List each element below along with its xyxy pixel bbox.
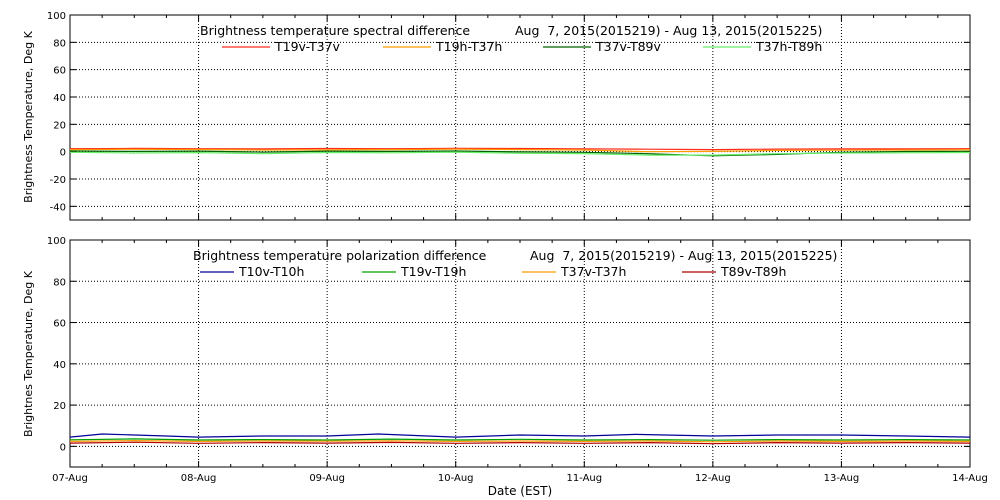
x-tick-label: 12-Aug	[695, 473, 731, 484]
y-tick-label: 40	[53, 360, 66, 371]
plot-frame	[69, 14, 971, 221]
polarization-difference-panel: 0 20 40 60 80 100 Brightness temperature pola…	[22, 236, 988, 498]
series-lines	[69, 433, 971, 445]
y-tick-label: 100	[47, 11, 66, 22]
series-line-t10v-t10h	[69, 433, 971, 438]
legend-label: T89v-T89h	[720, 264, 786, 279]
y-tick-label: 40	[53, 93, 66, 104]
series-line-t19h-t37h	[69, 148, 971, 153]
x-tick-label: 13-Aug	[824, 473, 860, 484]
x-tick-label: 11-Aug	[566, 473, 602, 484]
legend: T19v-T37v T19h-T37h T37v-T89v T37h-T89h	[222, 39, 822, 54]
y-tick-labels: 0 20 40 60 80 100	[47, 236, 66, 453]
legend-label: T19v-T19h	[400, 264, 466, 279]
y-axis-label: Brightnes Temperature, Deg K	[22, 270, 35, 437]
legend-label: T10v-T10h	[238, 264, 304, 279]
y-tick-label: 80	[53, 38, 66, 49]
x-tick-label: 14-Aug	[952, 473, 988, 484]
x-tick-label: 09-Aug	[309, 473, 345, 484]
series-line-t19v-t37v	[69, 147, 971, 151]
y-axis-label: Brightness Temperature, Deg K	[22, 30, 35, 202]
chart-title: Brightness temperature polarization diff…	[193, 248, 487, 263]
x-tick-label: 08-Aug	[181, 473, 217, 484]
plot-frame	[69, 239, 971, 468]
series-lines	[69, 147, 971, 157]
series-line-t37v-t37h	[69, 440, 971, 443]
x-tick-label: 10-Aug	[438, 473, 474, 484]
x-axis-label: Date (EST)	[488, 484, 552, 498]
y-tick-label: 60	[53, 319, 66, 330]
legend-label: T19h-T37h	[435, 39, 502, 54]
legend-label: T19v-T37v	[274, 39, 341, 54]
date-range: Aug 7, 2015(2015219) - Aug 13, 2015(2015…	[530, 248, 837, 263]
legend-label: T37h-T89h	[755, 39, 822, 54]
y-tick-label: 0	[60, 148, 66, 159]
y-tick-label: 100	[47, 236, 66, 247]
y-tick-label: 20	[53, 401, 66, 412]
series-line-t37h-t89h	[69, 151, 971, 156]
x-tick-label: 07-Aug	[52, 473, 88, 484]
x-tick-labels: 07-Aug 08-Aug 09-Aug 10-Aug 11-Aug 12-Aug 13-A…	[52, 473, 988, 484]
spectral-difference-panel: -40 -20 0 20 40 60 80 100 Brightness temperatur…	[22, 11, 971, 221]
date-range: Aug 7, 2015(2015219) - Aug 13, 2015(2015…	[515, 23, 822, 38]
series-line-t89v-t89h	[69, 441, 971, 445]
legend-label: T37v-T89v	[595, 39, 662, 54]
y-tick-label: 0	[60, 442, 66, 453]
legend: T10v-T10h T19v-T19h T37v-T37h T89v-T89h	[200, 264, 786, 279]
y-tick-label: 80	[53, 277, 66, 288]
y-tick-label: 20	[53, 120, 66, 131]
legend-label: T37v-T37h	[560, 264, 626, 279]
grid	[69, 239, 971, 467]
y-tick-labels: -40 -20 0 20 40 60 80 100	[47, 11, 66, 213]
series-line-t19v-t19h	[69, 438, 971, 441]
y-tick-label: 60	[53, 66, 66, 77]
y-tick-label: -20	[50, 175, 66, 186]
chart-title: Brightness temperature spectral differen…	[200, 23, 470, 38]
grid	[69, 14, 971, 220]
y-tick-label: -40	[50, 202, 66, 213]
